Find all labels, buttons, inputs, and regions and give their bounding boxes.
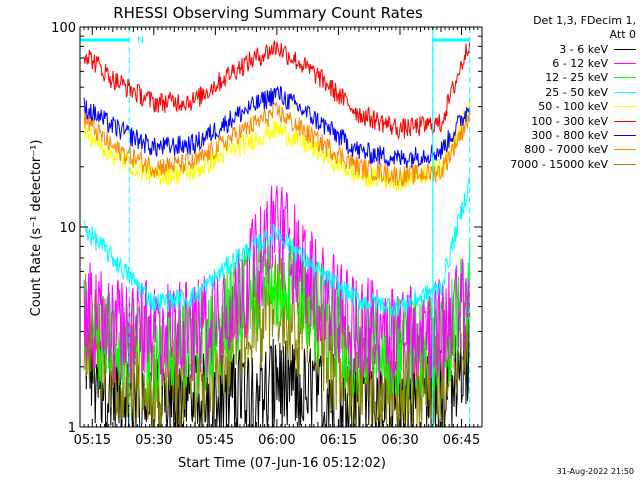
- legend-swatch: [614, 63, 636, 65]
- legend-entry: 6 - 12 keV: [476, 56, 636, 70]
- marker-layer: N: [80, 27, 471, 427]
- legend-label: 7000 - 15000 keV: [510, 157, 608, 171]
- legend-swatch: [614, 106, 636, 108]
- chart-title: RHESSI Observing Summary Count Rates: [113, 4, 423, 22]
- series-line-300-800-keV: [83, 86, 471, 168]
- legend-entry: 50 - 100 keV: [476, 100, 636, 114]
- series-line-50-100-keV: [83, 101, 471, 192]
- x-tick-label: 06:00: [258, 433, 295, 448]
- legend-label: 800 - 7000 keV: [524, 143, 608, 157]
- legend-entries: 3 - 6 keV 6 - 12 keV 12 - 25 keV 25 - 50 ke…: [476, 42, 636, 172]
- legend-entry: 800 - 7000 keV: [476, 143, 636, 157]
- legend-label: 100 - 300 keV: [531, 114, 608, 128]
- legend-label: 6 - 12 keV: [552, 57, 608, 71]
- legend-label: 300 - 800 keV: [531, 129, 608, 143]
- series-line-12-25-keV: [83, 238, 471, 402]
- legend: Det 1,3, FDecim 1, Att 0 3 - 6 keV 6 - 12…: [476, 14, 636, 172]
- y-tick-label: 1: [68, 421, 76, 436]
- x-tick-label: 06:30: [381, 433, 418, 448]
- legend-swatch: [614, 48, 636, 50]
- series-layer: [83, 37, 471, 428]
- legend-entry: 3 - 6 keV: [476, 42, 636, 56]
- y-tick-label: 100: [51, 21, 76, 36]
- legend-entry: 12 - 25 keV: [476, 71, 636, 85]
- series-line-800-7000-keV: [83, 100, 471, 187]
- y-axis: 1 10 100: [51, 21, 482, 436]
- x-tick-label: 06:45: [443, 433, 480, 448]
- y-tick-label: 10: [59, 221, 76, 236]
- x-axis: 05:15 05:30 05:45 06:00 06:15 06:30 06:45: [74, 27, 483, 448]
- x-tick-label: 05:30: [135, 433, 172, 448]
- series-line-7000-15000-keV: [83, 254, 471, 428]
- legend-entry: 300 - 800 keV: [476, 128, 636, 142]
- legend-entry: 7000 - 15000 keV: [476, 157, 636, 171]
- legend-swatch: [614, 77, 636, 79]
- legend-swatch: [614, 149, 636, 151]
- legend-entry: 100 - 300 keV: [476, 114, 636, 128]
- legend-label: 12 - 25 keV: [545, 71, 608, 85]
- x-tick-label: 05:15: [74, 433, 111, 448]
- legend-label: 3 - 6 keV: [559, 42, 608, 56]
- night-annotation: N: [137, 36, 144, 46]
- series-line-6-12-keV: [83, 185, 471, 385]
- legend-swatch: [614, 135, 636, 137]
- x-axis-label: Start Time (07-Jun-16 05:12:02): [178, 456, 386, 471]
- series-line-25-50-keV: [83, 178, 471, 318]
- series-line-100-300-keV: [83, 37, 471, 141]
- y-axis-label: Count Rate (s⁻¹ detector⁻¹): [29, 140, 44, 317]
- legend-entry: 25 - 50 keV: [476, 85, 636, 99]
- x-tick-label: 05:45: [197, 433, 234, 448]
- legend-label: 50 - 100 keV: [538, 100, 608, 114]
- generation-timestamp: 31-Aug-2022 21:50: [556, 467, 634, 476]
- legend-swatch: [614, 163, 636, 165]
- legend-swatch: [614, 91, 636, 93]
- x-tick-label: 06:15: [320, 433, 357, 448]
- legend-label: 25 - 50 keV: [545, 85, 608, 99]
- legend-header-line-1: Det 1,3, FDecim 1,: [533, 14, 636, 27]
- legend-header-line-2: Att 0: [609, 28, 636, 41]
- legend-swatch: [614, 120, 636, 122]
